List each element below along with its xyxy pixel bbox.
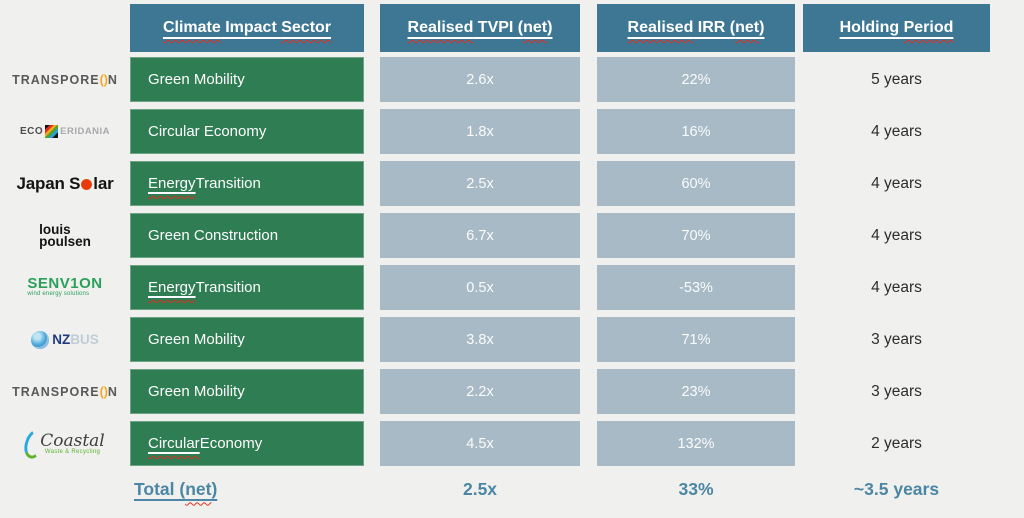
eco-eridania-leaf-icon [45,125,59,138]
holding-cell: 3 years [871,382,922,400]
sector-cell: Circular Economy [130,109,364,154]
sector-cell: Energy Transition [130,265,364,310]
irr-cell: 16% [597,109,795,154]
irr-cell: -53% [597,265,795,310]
sun-icon [81,179,93,190]
holding-cell: 3 years [871,330,922,348]
column-header-tvpi: Realised TVPI (net) [380,4,580,52]
tvpi-cell: 2.6x [380,57,580,102]
tvpi-cell: 1.8x [380,109,580,154]
sector-cell: Circular Economy [130,421,364,466]
holding-cell: 4 years [871,174,922,192]
tvpi-cell: 0.5x [380,265,580,310]
company-logo-senvion: SENV1ON wind energy solutions [27,275,103,297]
company-logo-eco-eridania: ECO ERIDANIA [19,125,111,138]
irr-cell: 22% [597,57,795,102]
company-logo-nzbus: NZ BUS [8,317,122,362]
sector-cell: Energy Transition [130,161,364,206]
globe-icon [31,330,50,349]
company-logo-transporeon: TRANSPORE() N [12,384,118,399]
holding-cell: 4 years [871,278,922,296]
tvpi-cell: 3.8x [380,317,580,362]
holding-cell: 4 years [871,122,922,140]
column-header-irr: Realised IRR (net) [597,4,795,52]
total-label: Total (net) [134,478,218,499]
sector-cell: Green Mobility [130,317,364,362]
irr-cell: 60% [597,161,795,206]
irr-cell: 132% [597,421,795,466]
company-logo-louis-poulsen: louis poulsen [39,222,91,249]
tvpi-cell: 4.5x [380,421,580,466]
total-irr: 33% [678,478,714,499]
irr-cell: 23% [597,369,795,414]
irr-cell: 71% [597,317,795,362]
tvpi-cell: 2.5x [380,161,580,206]
total-holding: ~3.5 years [853,478,940,499]
total-tvpi: 2.5x [462,478,498,499]
irr-cell: 70% [597,213,795,258]
tvpi-cell: 2.2x [380,369,580,414]
sector-cell: Green Mobility [130,369,364,414]
column-header-sector: Climate Impact Sector [130,4,364,52]
company-logo-coastal: Coastal Waste & Recycling [8,421,122,466]
column-header-holding: Holding Period [803,4,990,52]
company-logo-transporeon: TRANSPORE() N [12,72,118,87]
sector-cell: Green Mobility [130,57,364,102]
holding-cell: 2 years [871,434,922,452]
holding-cell: 4 years [871,226,922,244]
tvpi-cell: 6.7x [380,213,580,258]
holding-cell: 5 years [871,70,922,88]
sector-cell: Green Construction [130,213,364,258]
